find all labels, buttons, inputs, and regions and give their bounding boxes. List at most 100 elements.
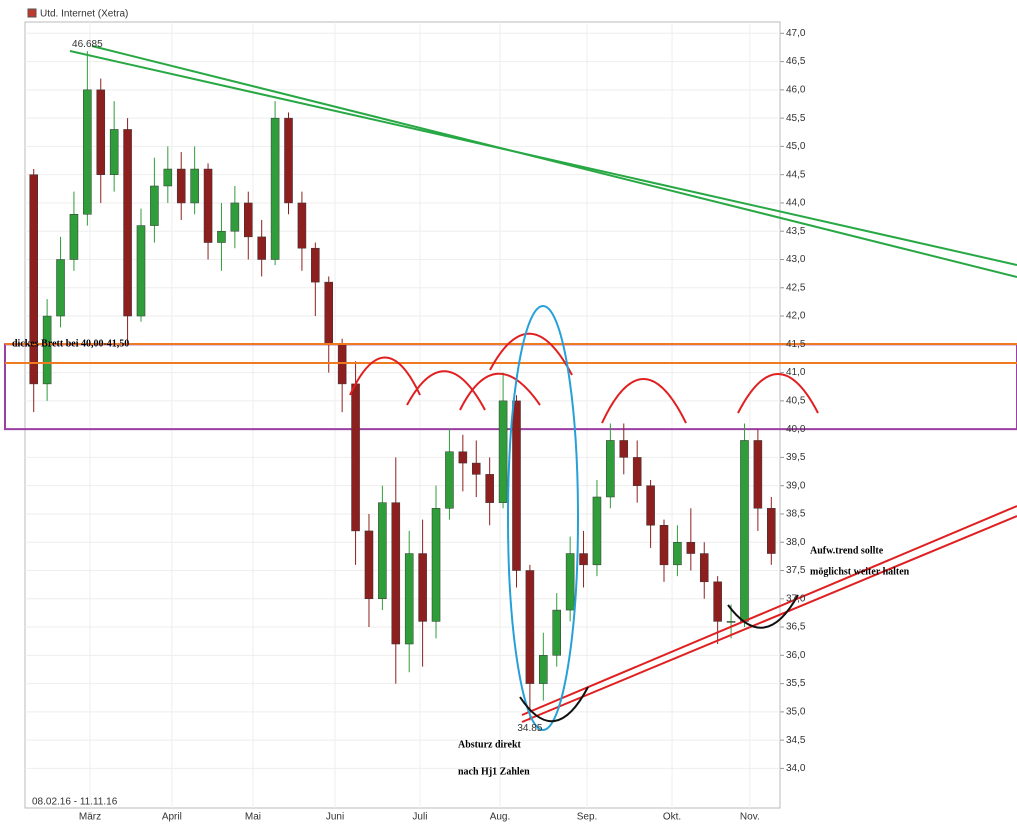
candle-body (364, 530, 374, 600)
candle-body (136, 225, 146, 317)
y-tick-label: 43,5 (786, 226, 806, 237)
y-tick-label: 39,0 (786, 480, 806, 491)
candle-body (606, 440, 615, 498)
y-tick-label: 41,5 (786, 339, 806, 350)
candle-body (29, 174, 38, 385)
candle-body (378, 502, 387, 600)
trend-line (521, 505, 1017, 716)
candle-body (619, 440, 629, 458)
plot-area (24, 21, 781, 809)
y-tick-label: 47,0 (786, 28, 806, 39)
arc (737, 373, 819, 414)
candle-body (699, 553, 709, 583)
y-tick-label: 34,5 (786, 735, 806, 746)
annotation: nach Hj1 Zahlen (458, 766, 530, 777)
annotation: möglichst weiter halten (810, 566, 910, 577)
candle-body (471, 462, 481, 475)
candle-body (512, 400, 521, 571)
candle-body (458, 451, 468, 464)
candle-body (485, 474, 494, 503)
y-tick-label: 35,5 (786, 678, 806, 689)
candle-body (150, 185, 159, 226)
y-tick-label: 40,0 (786, 424, 806, 435)
y-tick-label: 36,5 (786, 622, 806, 633)
curve (519, 686, 589, 723)
annotation: dickes Brett bei 40,00-41,50 (12, 338, 129, 349)
curve (727, 594, 799, 629)
arc (406, 370, 486, 411)
x-tick-label: Okt. (663, 812, 681, 823)
candle-body (673, 541, 682, 566)
candle-body (83, 89, 92, 215)
candle-body (311, 247, 320, 283)
x-tick-label: März (79, 812, 101, 823)
candle-body (270, 117, 280, 260)
candle-body (539, 655, 548, 684)
candle-body (686, 541, 696, 554)
y-tick-label: 45,0 (786, 141, 806, 152)
y-tick-label: 43,0 (786, 254, 806, 265)
y-tick-label: 46,5 (786, 56, 806, 67)
y-tick-label: 44,0 (786, 198, 806, 209)
candle-body (257, 236, 266, 260)
candle-body (445, 451, 454, 509)
annotations-shapes (5, 45, 1017, 731)
arc (601, 378, 687, 424)
candle-body (498, 400, 508, 503)
y-tick-label: 38,5 (786, 509, 806, 520)
candle-body (592, 496, 602, 566)
candle-body (244, 202, 253, 238)
y-tick-label: 37,0 (786, 593, 806, 604)
candle-body (217, 230, 226, 243)
annotation: Absturz direkt (458, 739, 522, 750)
candle-body (284, 117, 293, 204)
y-tick-label: 36,0 (786, 650, 806, 661)
candle-body (176, 168, 186, 204)
arc (459, 372, 541, 411)
trend-line (91, 45, 1017, 278)
trend-line (521, 515, 1017, 723)
candle-body (297, 202, 307, 249)
extreme-label: 34.85 (517, 723, 542, 734)
candle-body (56, 259, 65, 317)
y-tick-label: 34,0 (786, 763, 806, 774)
candle-body (163, 168, 173, 187)
ellipse (507, 305, 579, 731)
candle-body (740, 440, 749, 622)
date-range: 08.02.16 - 11.11.16 (32, 797, 118, 808)
candle-body (646, 485, 655, 526)
candle-body (525, 570, 535, 684)
candle-body (337, 344, 347, 385)
legend-swatch (27, 8, 37, 18)
annotation: Aufw.trend sollte (810, 545, 884, 556)
candle-body (203, 168, 213, 243)
candle-body (404, 553, 414, 645)
candle-body (391, 502, 401, 645)
extreme-label: 46.685 (72, 39, 103, 50)
y-tick-label: 39,5 (786, 452, 806, 463)
candle-body (109, 129, 119, 175)
candle-body (552, 609, 561, 656)
candle-body (753, 440, 763, 509)
y-tick-label: 40,5 (786, 396, 806, 407)
x-tick-label: Juni (326, 812, 344, 823)
candle-body (190, 168, 199, 204)
arc (349, 356, 421, 396)
y-tick-label: 41,0 (786, 367, 806, 378)
candle-body (726, 621, 736, 623)
candle-body (713, 581, 722, 622)
y-tick-label: 35,0 (786, 707, 806, 718)
candle-body (123, 129, 132, 317)
x-tick-label: Sep. (577, 812, 598, 823)
y-tick-label: 37,5 (786, 565, 806, 576)
candle-body (632, 457, 642, 486)
candle-body (351, 383, 360, 532)
candle-body (767, 508, 776, 554)
candle-body (418, 553, 427, 622)
chart-title: Utd. Internet (Xetra) (40, 9, 128, 20)
candle-body (96, 89, 106, 175)
candle-body (579, 553, 588, 566)
y-tick-label: 45,5 (786, 113, 806, 124)
y-tick-label: 44,5 (786, 169, 806, 180)
